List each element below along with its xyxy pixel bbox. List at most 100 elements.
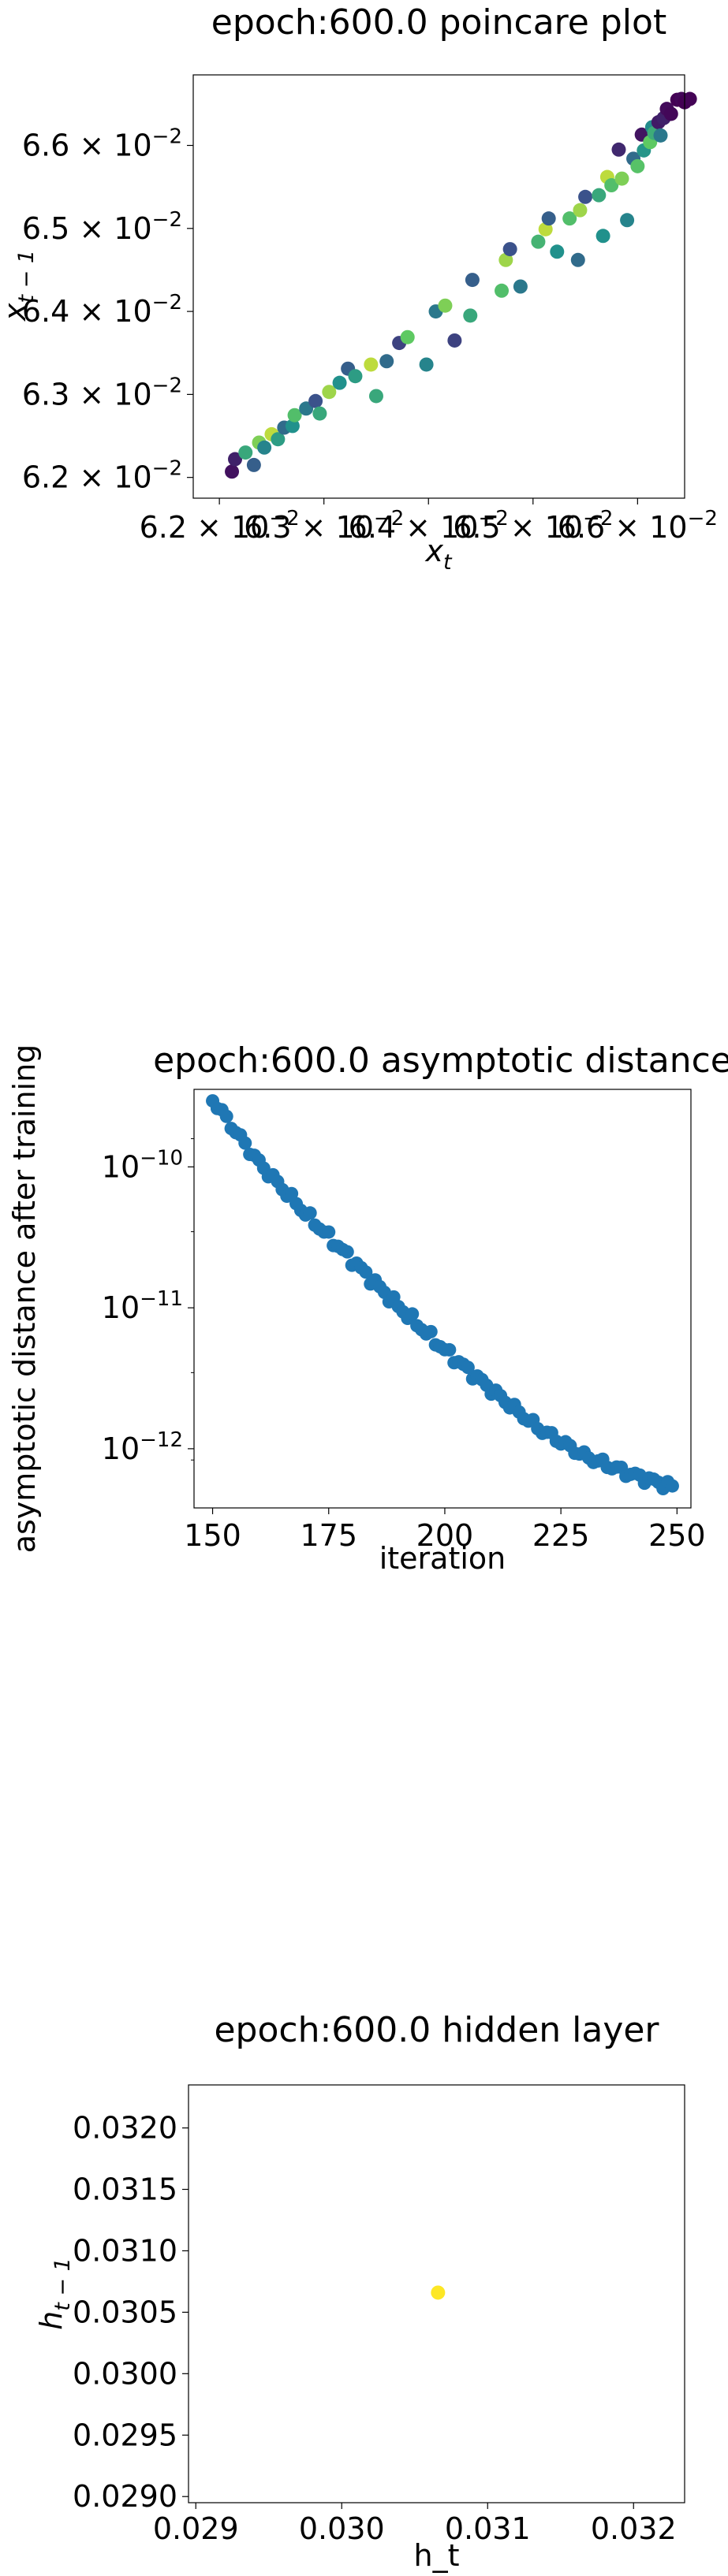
x-tick-label: 225 bbox=[532, 1518, 590, 1553]
data-point bbox=[550, 244, 565, 259]
data-point bbox=[663, 106, 678, 121]
data-point bbox=[592, 188, 607, 203]
data-point bbox=[348, 369, 363, 384]
plot-frame bbox=[193, 1089, 692, 1509]
data-point bbox=[495, 283, 510, 298]
x-tick-label: 6.4 × 10−2 bbox=[349, 507, 509, 545]
data-point bbox=[611, 142, 626, 157]
x-axis-label: iteration bbox=[379, 1541, 506, 1576]
asymptotic-distance-chart-panel: epoch:600.0 asymptotic distance 150 175 200… bbox=[0, 1025, 728, 1592]
data-point bbox=[620, 213, 635, 228]
data-point bbox=[447, 333, 462, 348]
x-tick-label: 200 bbox=[416, 1518, 474, 1553]
data-point bbox=[400, 329, 415, 344]
x-tick-label: 6.2 × 10−2 bbox=[140, 507, 300, 545]
data-point bbox=[303, 1206, 317, 1220]
data-point bbox=[332, 375, 347, 390]
y-tick-label: 0.0295 bbox=[73, 2418, 177, 2452]
y-axis-label: xt − 1 bbox=[0, 250, 39, 322]
data-point bbox=[364, 357, 379, 372]
data-point bbox=[287, 408, 302, 423]
y-tick-label: 10−12 bbox=[102, 1428, 183, 1466]
chart-title: epoch:600.0 poincare plot bbox=[211, 2, 666, 43]
data-point bbox=[665, 1479, 679, 1493]
data-point bbox=[219, 1109, 233, 1123]
data-point bbox=[228, 452, 243, 467]
chart-title: epoch:600.0 hidden layer bbox=[214, 2010, 659, 2050]
data-point bbox=[359, 1265, 373, 1279]
y-tick-label: 0.0305 bbox=[73, 2295, 177, 2329]
data-point bbox=[531, 234, 546, 249]
hidden-layer-chart-panel: epoch:600.0 hidden layer 0.029 0.030 0.031 0… bbox=[0, 1986, 728, 2576]
y-tick-label: 6.2 × 10−2 bbox=[22, 457, 182, 495]
y-tick-label: 6.5 × 10−2 bbox=[22, 208, 182, 246]
data-point bbox=[595, 229, 610, 244]
x-tick-label: 0.029 bbox=[153, 2511, 239, 2546]
y-tick-label: 0.0315 bbox=[73, 2172, 177, 2207]
data-point bbox=[424, 1324, 438, 1338]
y-tick-label: 10−10 bbox=[102, 1146, 183, 1184]
x-tick-label: 175 bbox=[300, 1518, 357, 1553]
data-point bbox=[271, 432, 286, 447]
x-axis-label: h_t bbox=[414, 2538, 460, 2573]
data-point bbox=[614, 171, 629, 186]
data-point bbox=[538, 221, 553, 236]
data-point bbox=[246, 457, 261, 472]
x-tick-label: 0.031 bbox=[445, 2511, 531, 2546]
data-point bbox=[653, 128, 668, 143]
x-tick-label: 6.5 × 10−2 bbox=[453, 507, 613, 545]
x-tick-label: 6.3 × 10−2 bbox=[244, 507, 404, 545]
y-tick-label: 0.0310 bbox=[73, 2233, 177, 2268]
poincare-chart-panel: epoch:600.0 poincare plot 6.2 × 10−2 6.3 ×… bbox=[0, 0, 728, 583]
y-tick-label: 0.0290 bbox=[73, 2479, 177, 2514]
data-point bbox=[465, 273, 480, 288]
data-point bbox=[502, 242, 517, 257]
plot-frame bbox=[192, 74, 685, 499]
data-point bbox=[630, 158, 645, 173]
data-point bbox=[578, 189, 593, 204]
data-point bbox=[682, 91, 697, 106]
plot-frame bbox=[188, 2084, 685, 2503]
data-point bbox=[238, 1136, 252, 1150]
data-point bbox=[308, 393, 323, 408]
y-axis-label: ht − 1 bbox=[34, 2258, 75, 2330]
data-point bbox=[322, 385, 337, 400]
data-point bbox=[562, 211, 577, 226]
x-tick-label: 0.030 bbox=[299, 2511, 385, 2546]
y-axis-label: asymptotic distance after training bbox=[7, 1044, 42, 1554]
data-point bbox=[368, 389, 383, 404]
data-point bbox=[431, 2285, 446, 2300]
data-point bbox=[405, 1307, 420, 1321]
data-point bbox=[238, 445, 253, 460]
data-point bbox=[285, 1186, 299, 1201]
data-point bbox=[442, 1342, 457, 1357]
y-tick-label: 10−11 bbox=[102, 1287, 183, 1325]
x-tick-label: 250 bbox=[648, 1518, 706, 1553]
data-point bbox=[340, 1245, 354, 1259]
data-point bbox=[461, 1361, 475, 1375]
chart-title: epoch:600.0 asymptotic distance bbox=[153, 1040, 728, 1081]
data-point bbox=[379, 354, 394, 369]
x-tick-label: 0.032 bbox=[591, 2511, 677, 2546]
data-point bbox=[322, 1225, 336, 1239]
data-point bbox=[463, 308, 478, 323]
x-tick-label: 150 bbox=[184, 1518, 241, 1553]
data-point bbox=[513, 279, 528, 294]
x-tick-label: 6.6 × 10−2 bbox=[558, 507, 718, 545]
asymptotic-distance-chart: epoch:600.0 asymptotic distance 150 175 200… bbox=[7, 1040, 728, 1576]
x-axis-label: xt bbox=[424, 534, 453, 575]
y-tick-label: 6.6 × 10−2 bbox=[22, 125, 182, 163]
data-point bbox=[419, 357, 434, 372]
data-point bbox=[225, 464, 240, 479]
data-point bbox=[438, 298, 453, 313]
y-tick-label: 6.3 × 10−2 bbox=[22, 374, 182, 411]
y-tick-label: 0.0320 bbox=[73, 2111, 177, 2146]
data-point bbox=[604, 178, 619, 193]
data-point bbox=[570, 252, 585, 267]
y-tick-label: 6.4 × 10−2 bbox=[22, 291, 182, 329]
y-tick-label: 0.0300 bbox=[73, 2356, 177, 2391]
data-point bbox=[257, 440, 272, 455]
data-point bbox=[498, 252, 513, 267]
